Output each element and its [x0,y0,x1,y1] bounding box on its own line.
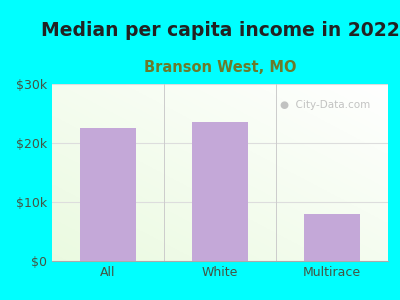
Bar [304,214,360,261]
Text: ●  City-Data.com: ● City-Data.com [280,100,371,110]
Bar [80,128,136,261]
Text: Median per capita income in 2022: Median per capita income in 2022 [41,21,399,40]
Text: Branson West, MO: Branson West, MO [144,60,296,75]
Bar [192,122,248,261]
